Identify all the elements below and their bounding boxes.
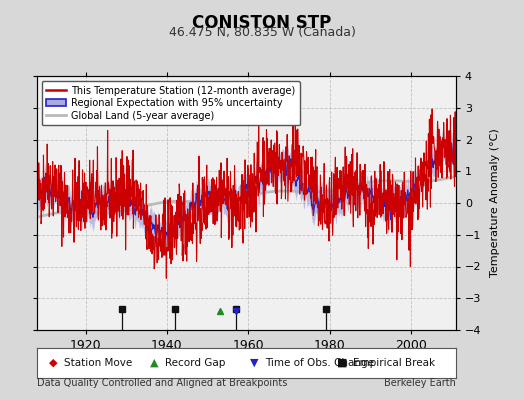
Text: ▲: ▲ (150, 358, 158, 368)
Text: Berkeley Earth: Berkeley Earth (384, 378, 456, 388)
Text: Record Gap: Record Gap (165, 358, 225, 368)
Legend: This Temperature Station (12-month average), Regional Expectation with 95% uncer: This Temperature Station (12-month avera… (41, 81, 300, 126)
Text: Empirical Break: Empirical Break (353, 358, 435, 368)
Text: Station Move: Station Move (64, 358, 132, 368)
Y-axis label: Temperature Anomaly (°C): Temperature Anomaly (°C) (490, 129, 500, 277)
Text: ◆: ◆ (49, 358, 58, 368)
Text: Time of Obs. Change: Time of Obs. Change (265, 358, 374, 368)
Text: ▼: ▼ (250, 358, 259, 368)
Text: Data Quality Controlled and Aligned at Breakpoints: Data Quality Controlled and Aligned at B… (37, 378, 287, 388)
Text: CONISTON STP: CONISTON STP (192, 14, 332, 32)
Text: 46.475 N, 80.835 W (Canada): 46.475 N, 80.835 W (Canada) (169, 26, 355, 39)
Text: ■: ■ (337, 358, 348, 368)
